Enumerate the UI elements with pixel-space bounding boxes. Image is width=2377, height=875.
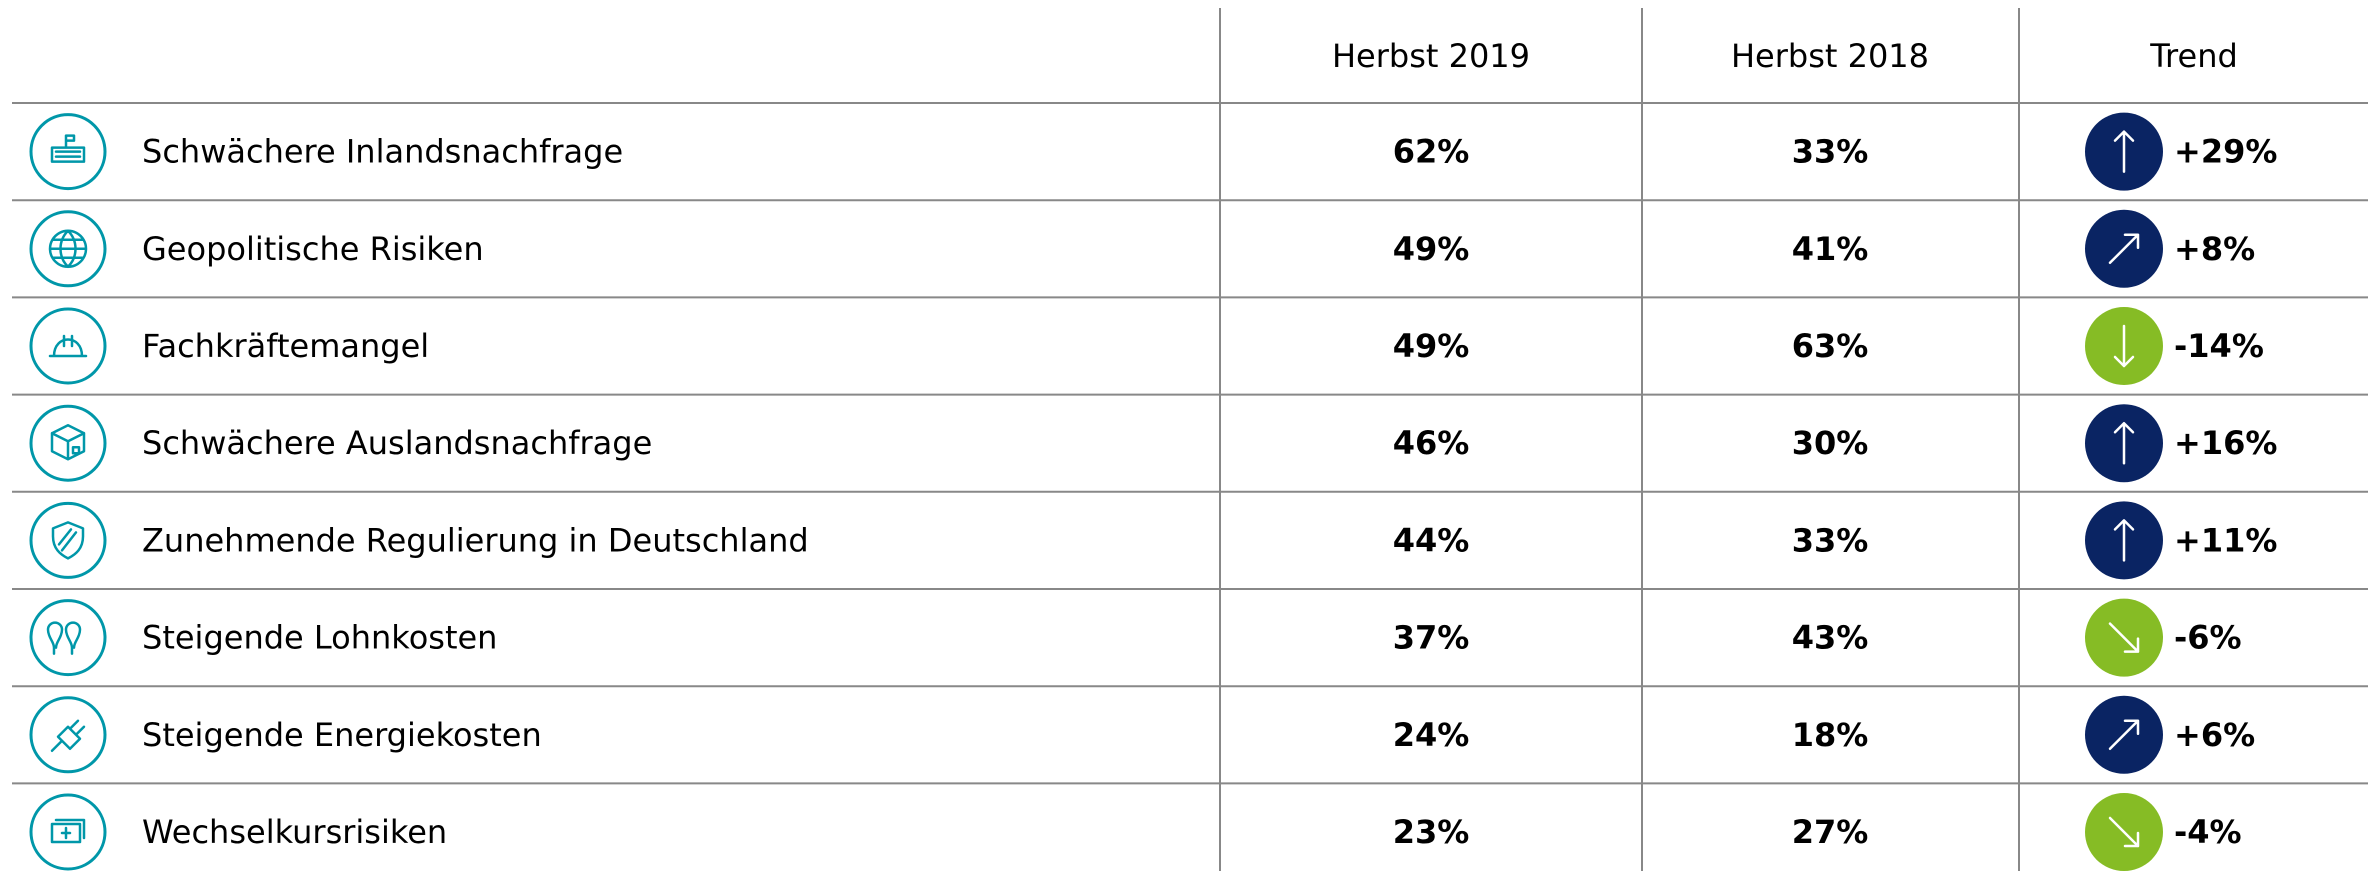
row-icon	[48, 229, 88, 269]
row-label: Steigende Energiekosten	[142, 716, 542, 754]
trend-value: -14%	[2174, 327, 2264, 365]
cell-value: 63%	[1792, 327, 1869, 365]
row-label: Schwächere Inlandsnachfrage	[142, 133, 623, 171]
trend-value: +29%	[2174, 133, 2277, 171]
row-icon-ring	[29, 793, 107, 871]
row-icon-ring	[29, 113, 107, 191]
row-icon	[46, 621, 82, 655]
row-icon	[50, 423, 86, 461]
cell-value: 49%	[1393, 327, 1470, 365]
cell-value: 46%	[1393, 424, 1470, 462]
row-icon	[50, 134, 86, 163]
trend-value: +8%	[2174, 230, 2255, 268]
row-label: Zunehmende Regulierung in Deutschland	[142, 521, 809, 559]
row-label: Fachkräftemangel	[142, 327, 429, 365]
grid	[1219, 8, 2020, 871]
cell-value: 49%	[1393, 230, 1470, 268]
row-label: Wechselkursrisiken	[142, 813, 447, 851]
cell-value: 27%	[1792, 813, 1869, 851]
trend-arrow	[2108, 622, 2140, 653]
row-icon-ring	[29, 696, 107, 774]
cell-value: 33%	[1792, 133, 1869, 171]
row-label: Geopolitische Risiken	[142, 230, 484, 268]
cell-value: 37%	[1393, 619, 1470, 657]
column-header: Herbst 2018	[1731, 37, 1929, 75]
trend-arrow	[2108, 816, 2140, 848]
cell-value: 24%	[1393, 716, 1470, 754]
column-header: Herbst 2019	[1332, 37, 1530, 75]
trend-arrow	[2108, 233, 2140, 265]
column-header: Trend	[2149, 37, 2238, 75]
trend-arrow	[2108, 719, 2140, 751]
cell-value: 41%	[1792, 230, 1869, 268]
cell-value: 33%	[1792, 521, 1869, 559]
cell-value: 18%	[1792, 716, 1869, 754]
row-icon-ring	[29, 599, 107, 677]
row-icon-ring	[29, 404, 107, 482]
trend-value: +16%	[2174, 424, 2277, 462]
cell-value: 23%	[1393, 813, 1470, 851]
row-icon	[48, 334, 88, 358]
row-icon-ring	[29, 501, 107, 579]
row-icon-ring	[29, 210, 107, 288]
trend-value: +11%	[2174, 521, 2277, 559]
cell-value: 62%	[1393, 133, 1470, 171]
trend-arrow	[2113, 130, 2135, 173]
row-icon	[50, 818, 86, 844]
trend-value: +6%	[2174, 716, 2255, 754]
trend-value: -6%	[2174, 619, 2242, 657]
trend-arrow	[2113, 519, 2135, 562]
trend-arrow	[2113, 421, 2135, 465]
trend-arrow	[2113, 324, 2135, 368]
row-icon-ring	[29, 307, 107, 385]
row-icon	[51, 521, 85, 560]
cell-value: 43%	[1792, 619, 1869, 657]
cell-value: 44%	[1393, 521, 1470, 559]
cell-value: 30%	[1792, 424, 1869, 462]
row-icon	[50, 719, 86, 753]
row-label: Steigende Lohnkosten	[142, 619, 497, 657]
trend-value: -4%	[2174, 813, 2242, 851]
row-label: Schwächere Auslandsnachfrage	[142, 424, 652, 462]
